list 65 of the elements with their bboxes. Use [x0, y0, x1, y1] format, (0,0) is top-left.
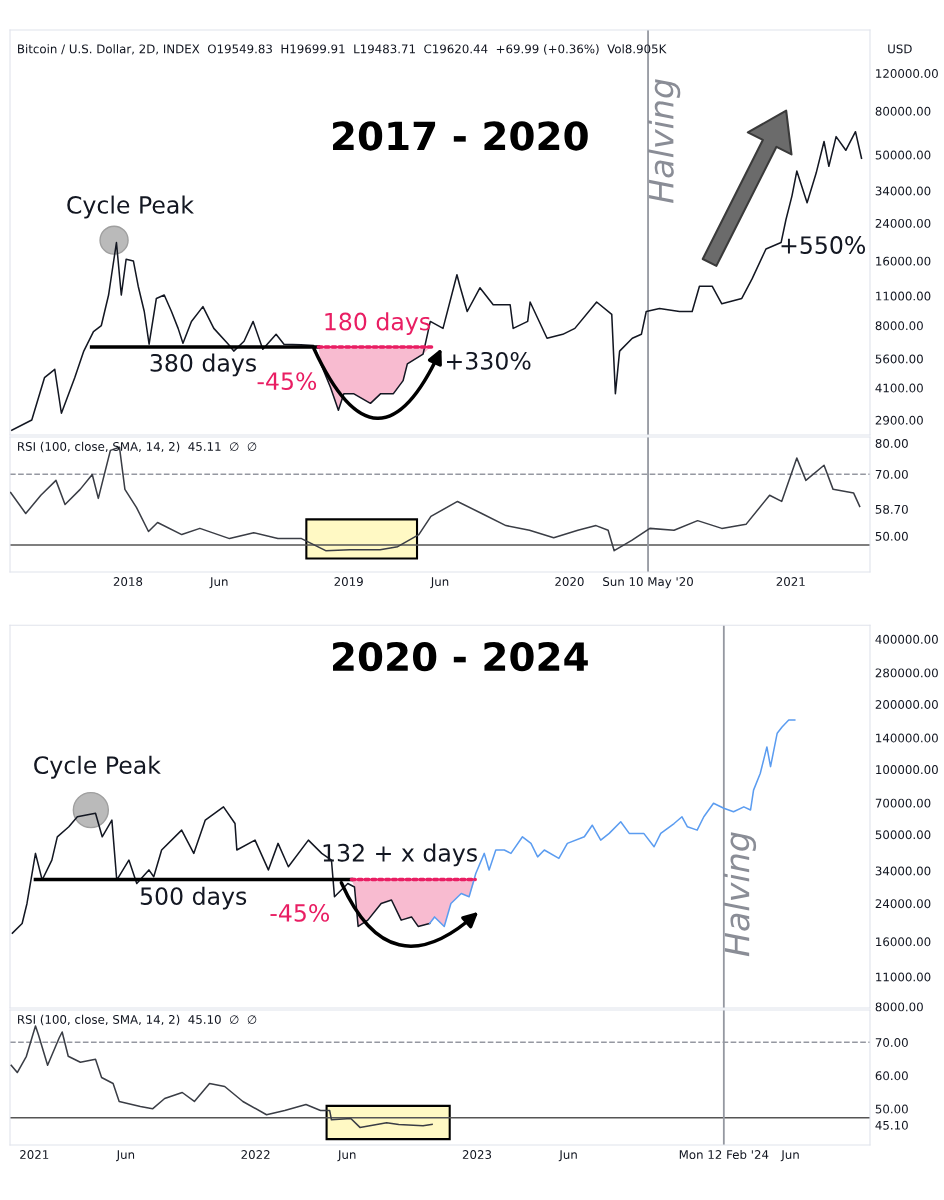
y-tick-label: 80000.00	[875, 106, 931, 116]
annotation: 180 days	[325, 312, 430, 336]
chart-subtitle: RSI (100, close, SMA, 14, 2) 45.10 ∅ ∅	[18, 1014, 257, 1026]
y-tick-label: 100000.00	[876, 765, 938, 775]
y-tick-label: 8000.00	[875, 321, 923, 331]
y-tick-label: 80.00	[875, 438, 908, 448]
y-tick-label: 11000.00	[876, 972, 931, 982]
x-tick-label: Sun 10 May '20	[603, 577, 693, 589]
y-tick-label: 16000.00	[876, 937, 931, 947]
x-tick-label: Mon 12 Feb '24	[679, 1149, 769, 1160]
annotation: 380 days	[150, 353, 256, 377]
y-axis-title: USD	[888, 44, 912, 54]
y-tick-label: 140000.00	[876, 733, 938, 743]
x-tick-label: 2020	[555, 577, 584, 587]
ref-line-label: Halving	[723, 832, 757, 957]
y-tick-label: 24000.00	[875, 899, 931, 909]
y-tick-label: 11000.00	[876, 291, 931, 301]
y-tick-label: 34000.00	[875, 186, 931, 196]
annotation: +330%	[447, 351, 531, 370]
annotation: Cycle Peak	[34, 755, 161, 779]
y-tick-label: 50.00	[875, 531, 908, 541]
annotation: Cycle Peak	[67, 195, 194, 219]
annotation: -45%	[257, 372, 317, 391]
y-tick-label: 45.10	[875, 1120, 908, 1130]
y-tick-label: 60.00	[875, 1071, 908, 1081]
annotation: 132 + x days	[323, 843, 477, 867]
y-tick-label: 70.00	[875, 469, 908, 479]
y-tick-label: 8000.00	[875, 1002, 923, 1012]
y-tick-label: 280000.00	[875, 668, 938, 678]
y-tick-label: 400000.00	[875, 634, 938, 644]
chart-subtitle: RSI (100, close, SMA, 14, 2) 45.11 ∅ ∅	[18, 441, 257, 453]
annotation: 500 days	[140, 886, 247, 910]
y-tick-label: 50000.00	[875, 150, 931, 160]
x-tick-label: 2018	[113, 577, 143, 587]
y-tick-label: 70.00	[875, 1038, 908, 1047]
ref-line-label: Halving	[648, 79, 681, 204]
y-tick-label: 50.00	[875, 1104, 908, 1114]
line-series	[10, 1025, 433, 1129]
chart-title: 2020 - 2024	[333, 641, 588, 672]
x-tick-label: Jun	[337, 1150, 356, 1162]
y-tick-label: 4100.00	[875, 383, 923, 393]
y-tick-label: 2900.00	[875, 415, 923, 425]
y-tick-label: 16000.00	[876, 256, 931, 266]
x-tick-label: Jun	[430, 577, 449, 589]
x-tick-label: Jun	[780, 1150, 799, 1162]
text: Bitcoin / U.S. Dollar, 2D, INDEX O19549.83 H19699.91 L19483.71 C19620.44 +69.99 (+0.36%) Vol8.905K	[18, 44, 667, 55]
y-tick-label: 24000.00	[875, 218, 931, 228]
y-tick-label: 70000.00	[875, 798, 931, 808]
x-tick-label: 2023	[462, 1150, 492, 1160]
x-tick-label: 2022	[241, 1150, 270, 1160]
y-tick-label: 5600.00	[875, 354, 923, 364]
x-tick-label: Jun	[116, 1150, 135, 1162]
y-tick-label: 200000.00	[875, 699, 938, 709]
x-tick-label: 2021	[776, 577, 805, 587]
x-tick-label: Jun	[209, 577, 228, 589]
y-tick-label: 58.70	[875, 504, 908, 514]
x-tick-label: Jun	[558, 1150, 577, 1162]
x-tick-label: 2021	[20, 1150, 49, 1160]
x-tick-label: 2019	[334, 577, 363, 587]
annotation: -45%	[270, 903, 330, 922]
y-tick-label: 120000.00	[876, 69, 938, 78]
annotation: +550%	[781, 236, 866, 254]
y-tick-label: 50000.00	[875, 830, 931, 840]
y-tick-label: 34000.00	[875, 866, 931, 876]
text: 2017 - 2020	[333, 121, 588, 151]
